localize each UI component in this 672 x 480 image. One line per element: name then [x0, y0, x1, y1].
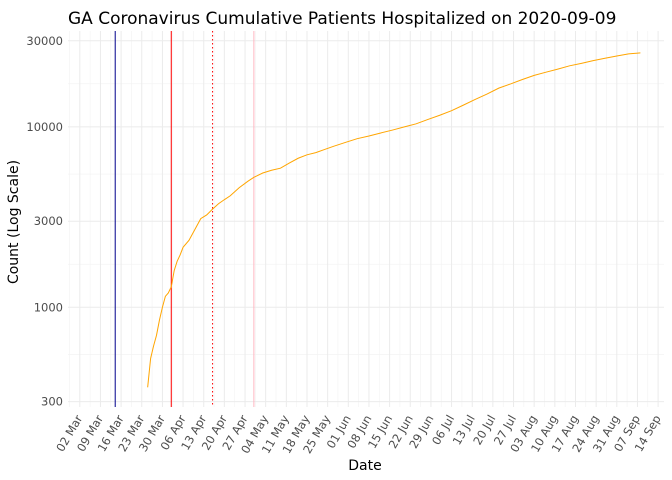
reference-lines — [114, 31, 255, 407]
y-tick-label: 300 — [41, 395, 63, 409]
y-axis-title: Count (Log Scale) — [6, 160, 22, 284]
y-tick-labels: 300 1000 3000 10000 30000 — [26, 34, 63, 409]
x-axis-title: Date — [348, 458, 381, 474]
y-tick-label: 30000 — [26, 34, 63, 48]
y-tick-label: 10000 — [26, 120, 63, 134]
series-layer — [147, 52, 641, 388]
y-tick-label: 1000 — [34, 300, 63, 314]
y-tick-label: 3000 — [34, 214, 63, 228]
chart-title: GA Coronavirus Cumulative Patients Hospi… — [68, 9, 616, 29]
series-line — [147, 52, 641, 388]
grid — [68, 31, 664, 407]
